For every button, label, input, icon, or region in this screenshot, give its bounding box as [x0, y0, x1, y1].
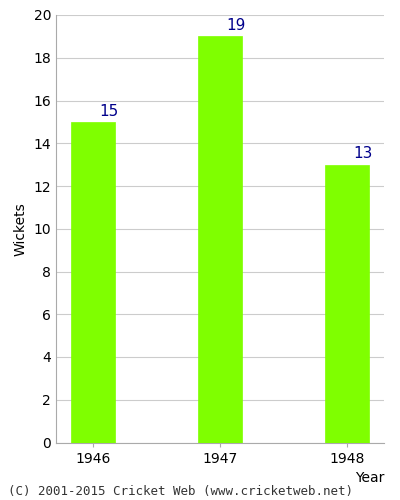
Y-axis label: Wickets: Wickets: [14, 202, 28, 256]
Text: 19: 19: [226, 18, 246, 33]
Text: 13: 13: [353, 146, 373, 162]
Bar: [325, 164, 369, 442]
Text: (C) 2001-2015 Cricket Web (www.cricketweb.net): (C) 2001-2015 Cricket Web (www.cricketwe…: [8, 484, 353, 498]
Bar: [198, 36, 242, 442]
Text: 15: 15: [100, 104, 119, 118]
Bar: [71, 122, 115, 442]
X-axis label: Year: Year: [355, 471, 384, 485]
